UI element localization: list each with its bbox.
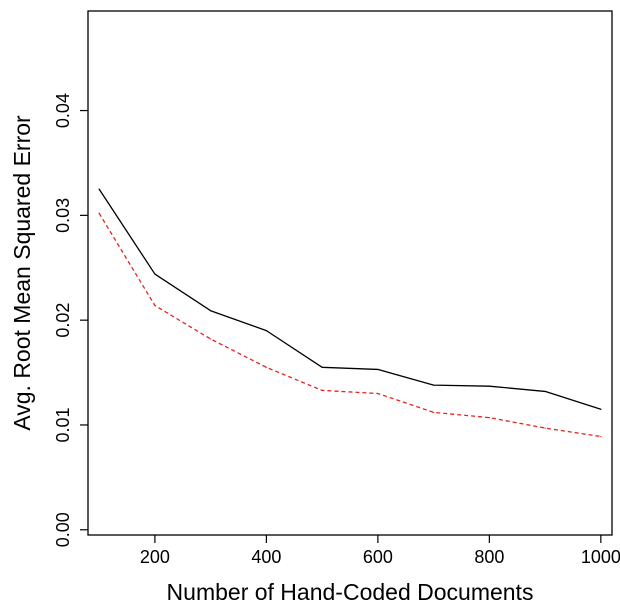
- x-tick-label: 1000: [581, 547, 620, 567]
- series-1-point: [544, 390, 546, 393]
- series-2-point: [210, 338, 212, 340]
- series-2-point: [154, 304, 156, 307]
- x-axis-label: Number of Hand-Coded Documents: [167, 579, 534, 605]
- series-1-point: [600, 408, 602, 410]
- series-2-point: [377, 392, 379, 395]
- series-2-point: [433, 411, 435, 413]
- series-2-point: [98, 212, 100, 214]
- series-1-point: [210, 310, 212, 312]
- y-axis-label: Avg. Root Mean Squared Error: [9, 115, 35, 431]
- y-tick-label: 0.04: [53, 93, 73, 128]
- series-line-2: [98, 212, 601, 438]
- series-1-point: [98, 188, 100, 190]
- y-tick-label: 0.03: [53, 198, 73, 233]
- y-axis: 0.00 0.01 0.02 0.03 0.04: [53, 93, 88, 547]
- x-tick-label: 800: [474, 547, 504, 567]
- series-1-point: [433, 384, 435, 386]
- series-2-point: [544, 427, 546, 429]
- x-tick-label: 600: [363, 547, 393, 567]
- x-tick-label: 200: [140, 547, 170, 567]
- x-tick-label: 400: [251, 547, 281, 567]
- series-1-point: [488, 385, 490, 387]
- series-2-point: [600, 435, 602, 438]
- series-layer: [98, 188, 602, 438]
- series-2-point: [321, 389, 323, 391]
- series-2-point: [265, 366, 267, 368]
- series-1-point: [377, 368, 379, 371]
- y-tick-label: 0.02: [53, 303, 73, 338]
- x-axis: 200 400 600 800 1000: [140, 535, 620, 567]
- plot-frame: [87, 10, 613, 536]
- series-line-1: [98, 188, 602, 410]
- y-tick-label: 0.01: [53, 407, 73, 442]
- series-1-point: [265, 330, 267, 332]
- series-2-point: [488, 417, 490, 419]
- series-1-point: [321, 366, 323, 368]
- y-tick-label: 0.00: [53, 512, 73, 547]
- series-1-point: [154, 273, 156, 275]
